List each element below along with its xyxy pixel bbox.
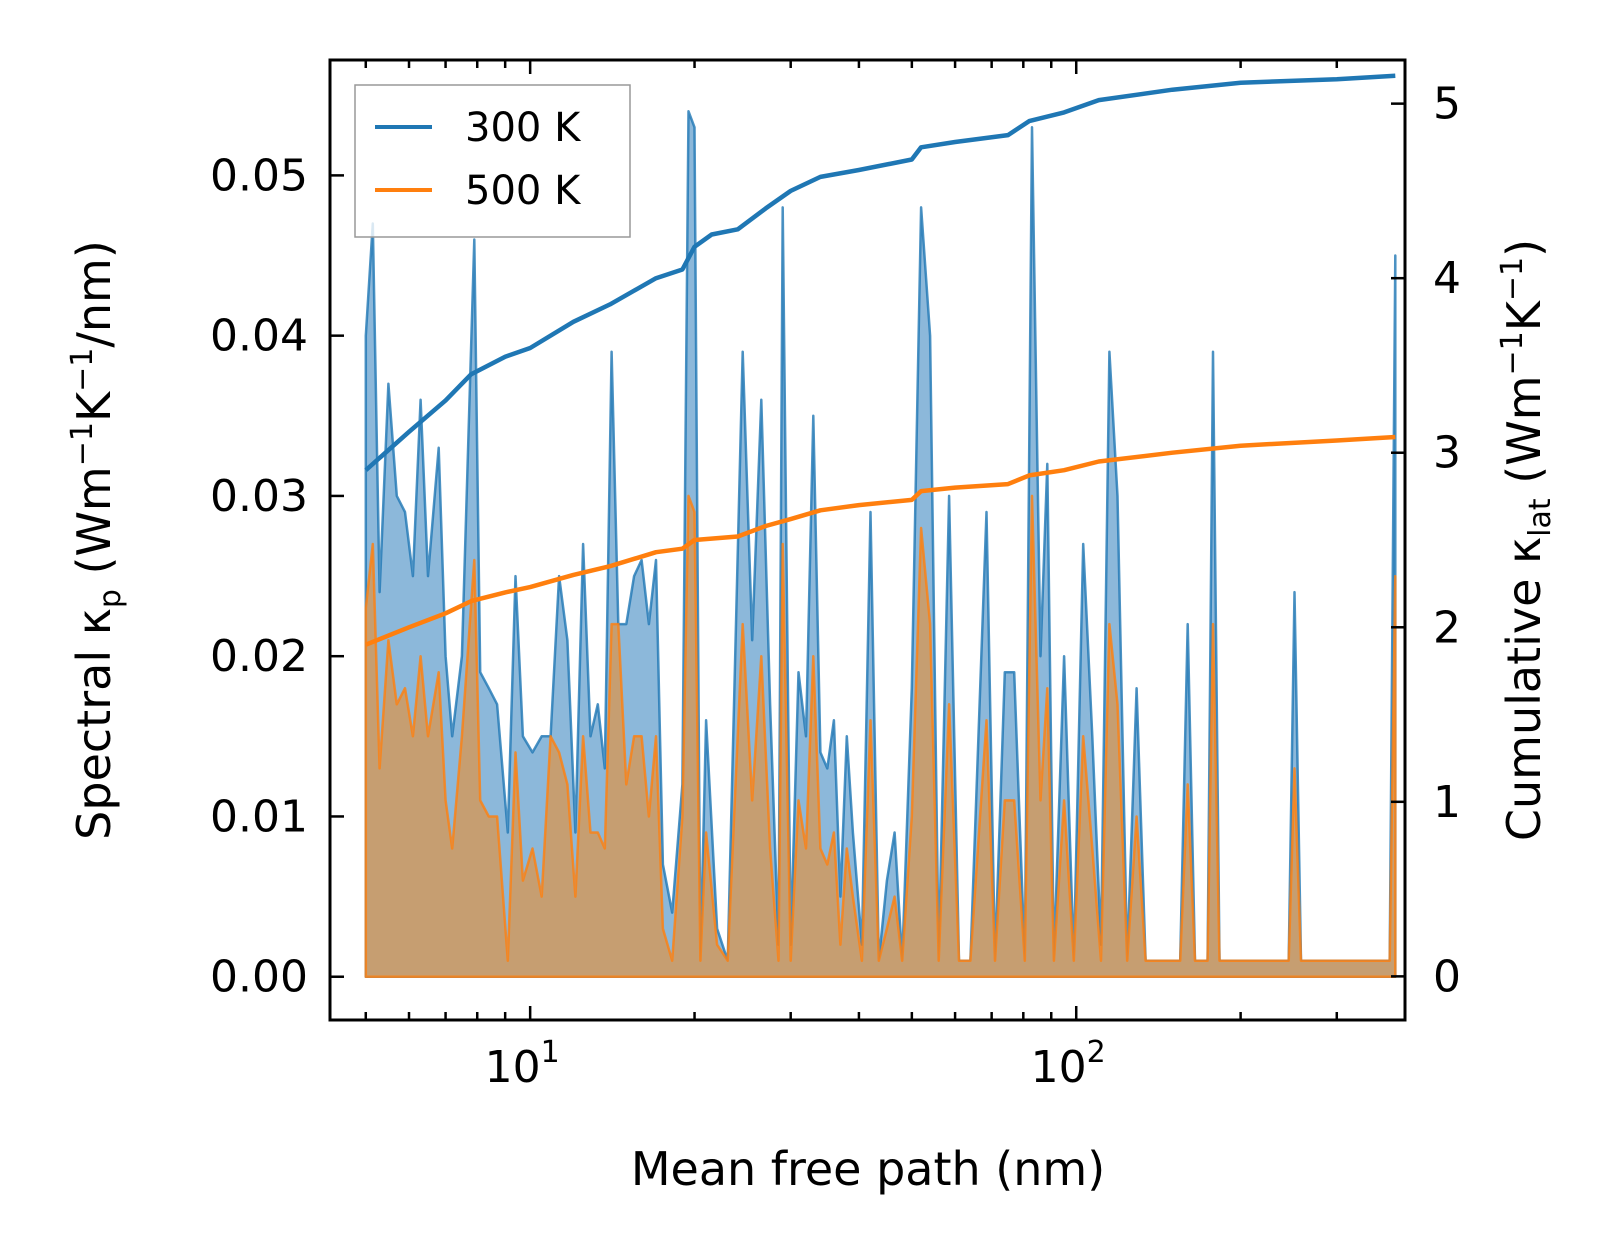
left-y-title-sub: p — [93, 589, 128, 608]
left-y-title-units-a: (Wm — [67, 466, 121, 589]
right-y-title-units-b: K — [1497, 299, 1551, 331]
legend: 300 K 500 K — [354, 84, 631, 238]
left-y-title-main: Spectral κ — [67, 608, 121, 840]
left-y-title-sup-b: −1 — [65, 348, 100, 392]
left-y-tick-label: 0.04 — [210, 311, 308, 362]
x-tick-label: 102 — [1031, 1035, 1106, 1093]
right-y-title-units-c: ) — [1497, 239, 1551, 257]
right-y-tick-label: 0 — [1433, 951, 1461, 1002]
legend-label-300k: 300 K — [465, 105, 582, 151]
right-y-title-sup-b: −1 — [1495, 257, 1530, 301]
right-y-title-main: Cumulative κ — [1497, 537, 1551, 841]
spectral-area-500k — [364, 494, 1397, 978]
x-tick-label-base: 10 — [1031, 1042, 1087, 1093]
right-y-tick-label: 4 — [1433, 253, 1461, 304]
left-y-title-units-b: K — [67, 390, 121, 422]
left-y-tick-label: 0.01 — [210, 791, 308, 842]
left-y-tick-label: 0.00 — [210, 952, 308, 1003]
right-y-title-sub: lat — [1523, 498, 1558, 537]
legend-box — [354, 84, 631, 238]
left-y-title-units-c: /nm) — [67, 240, 121, 347]
x-axis-title: Mean free path (nm) — [631, 1142, 1105, 1196]
right-y-tick-label: 3 — [1433, 428, 1461, 479]
right-y-title-units-a: (Wm — [1497, 375, 1551, 498]
line-layer — [364, 73, 1396, 647]
right-y-tick-label: 2 — [1433, 602, 1461, 653]
right-y-tick-label: 1 — [1433, 777, 1461, 828]
left-y-tick-label: 0.02 — [210, 631, 308, 682]
spectral-fill-layer — [364, 110, 1397, 978]
left-y-axis-title: Spectral κp (Wm−1K−1/nm) — [65, 240, 128, 840]
legend-label-500k: 500 K — [465, 168, 582, 214]
plot-frame — [328, 58, 1407, 1022]
right-y-tick-label: 5 — [1433, 79, 1461, 130]
x-tick-label-exp: 2 — [1087, 1035, 1106, 1070]
x-tick-label-base: 10 — [485, 1042, 541, 1093]
x-tick-label: 101 — [485, 1035, 560, 1093]
right-y-title-sup-a: −1 — [1495, 331, 1530, 375]
x-tick-label-exp: 1 — [541, 1035, 560, 1070]
left-y-tick-label: 0.03 — [210, 471, 308, 522]
cumulative-line-500k — [364, 434, 1396, 647]
cumulative-line-300k — [364, 73, 1396, 472]
left-y-title-sup-a: −1 — [65, 422, 100, 466]
left-y-tick-label: 0.05 — [210, 150, 308, 201]
right-y-axis-title: Cumulative κlat (Wm−1K−1) — [1495, 239, 1558, 841]
